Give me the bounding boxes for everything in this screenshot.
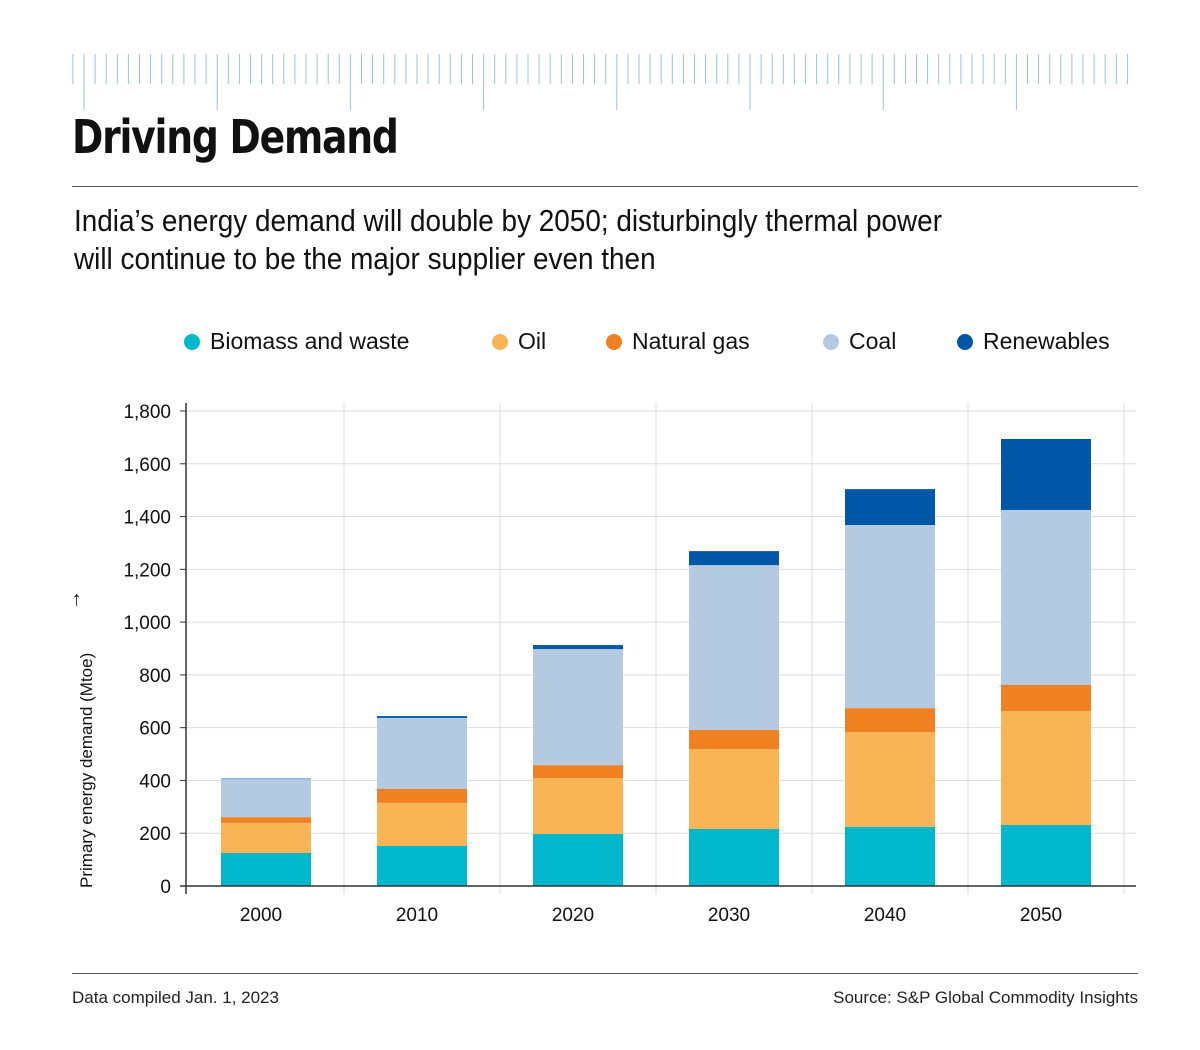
bar-segment-natural-gas-2020 — [533, 765, 623, 779]
legend-swatch — [606, 333, 622, 350]
x-tick-label: 2010 — [396, 905, 438, 926]
bar-segment-oil-2000 — [221, 822, 311, 854]
legend-swatch — [957, 333, 973, 350]
bar-segment-biomass-and-waste-2050 — [1001, 825, 1091, 886]
data-compiled-note: Data compiled Jan. 1, 2023 — [72, 988, 279, 1007]
page-title: Driving Demand — [72, 110, 399, 164]
x-tick-label: 2030 — [708, 905, 750, 926]
legend-label: Oil — [518, 328, 547, 354]
bar-segment-biomass-and-waste-2030 — [689, 829, 779, 886]
legend-item-oil: Oil — [492, 328, 546, 355]
y-axis-label: Primary energy demand (Mtoe) — [77, 653, 96, 888]
bar-segment-natural-gas-2010 — [377, 788, 467, 803]
bar-segment-biomass-and-waste-2010 — [377, 845, 467, 886]
legend: Biomass and waste Oil Natural gas Coal R… — [0, 328, 1200, 358]
source-note: Source: S&P Global Commodity Insights — [833, 988, 1138, 1007]
y-tick-label: 600 — [139, 719, 171, 740]
legend-swatch — [492, 333, 508, 350]
bar-segment-oil-2040 — [845, 732, 935, 827]
divider — [72, 186, 1138, 187]
bar-segment-biomass-and-waste-2020 — [533, 834, 623, 886]
y-tick-label: 200 — [139, 824, 171, 845]
legend-item-coal: Coal — [823, 328, 896, 355]
bar-segment-oil-2020 — [533, 778, 623, 835]
bar-segment-oil-2010 — [377, 802, 467, 846]
y-tick-label: 800 — [139, 666, 171, 687]
y-axis-arrow: → — [63, 590, 85, 610]
bar-segment-renewables-2020 — [533, 645, 623, 650]
bar-segment-coal-2010 — [377, 717, 467, 789]
bar-segment-natural-gas-2030 — [689, 730, 779, 750]
bar-segment-biomass-and-waste-2000 — [221, 853, 311, 886]
bar-segment-renewables-2030 — [689, 551, 779, 566]
bar-segment-biomass-and-waste-2040 — [845, 826, 935, 886]
legend-swatch — [823, 333, 839, 350]
subtitle: India’s energy demand will double by 205… — [74, 203, 942, 276]
bar-segment-natural-gas-2050 — [1001, 684, 1091, 712]
y-tick-label: 1,200 — [123, 560, 171, 581]
legend-swatch — [184, 333, 200, 350]
stacked-bar-chart: 0 200 400 600 800 1,000 1,200 1,400 1,600 1,800 20… — [63, 402, 1136, 926]
bar-segment-renewables-2040 — [845, 489, 935, 525]
bar-segment-coal-2030 — [689, 565, 779, 731]
legend-label: Biomass and waste — [210, 328, 410, 354]
legend-label: Renewables — [983, 328, 1110, 354]
bar-segment-coal-2020 — [533, 649, 623, 766]
bar-segment-coal-2050 — [1001, 509, 1091, 685]
x-tick-label: 2050 — [1020, 905, 1062, 926]
bar-segment-renewables-2050 — [1001, 438, 1091, 510]
bar-segment-oil-2050 — [1001, 711, 1091, 826]
bar-segment-renewables-2010 — [377, 716, 467, 718]
legend-item-renewables: Renewables — [957, 328, 1110, 355]
decorative-ruler — [72, 54, 1128, 110]
bar-segment-coal-2040 — [845, 525, 935, 709]
x-tick-label: 2020 — [552, 905, 594, 926]
legend-label: Natural gas — [632, 328, 750, 354]
y-tick-label: 1,800 — [123, 402, 171, 423]
y-tick-label: 1,400 — [123, 508, 171, 529]
bar-segment-natural-gas-2040 — [845, 708, 935, 733]
x-tick-label: 2040 — [864, 905, 906, 926]
x-tick-label: 2000 — [240, 905, 282, 926]
legend-item-natural-gas: Natural gas — [606, 328, 750, 355]
legend-label: Coal — [849, 328, 897, 354]
bar-segment-oil-2030 — [689, 749, 779, 829]
footer-divider — [72, 973, 1138, 974]
bar-segment-natural-gas-2000 — [221, 817, 311, 823]
bar-segment-coal-2000 — [221, 779, 311, 818]
bar-segment-renewables-2000 — [221, 778, 311, 780]
y-tick-label: 400 — [139, 771, 171, 792]
legend-item-biomass: Biomass and waste — [184, 328, 409, 355]
y-tick-label: 0 — [160, 877, 171, 898]
y-tick-label: 1,000 — [123, 613, 171, 634]
y-tick-label: 1,600 — [123, 455, 171, 476]
